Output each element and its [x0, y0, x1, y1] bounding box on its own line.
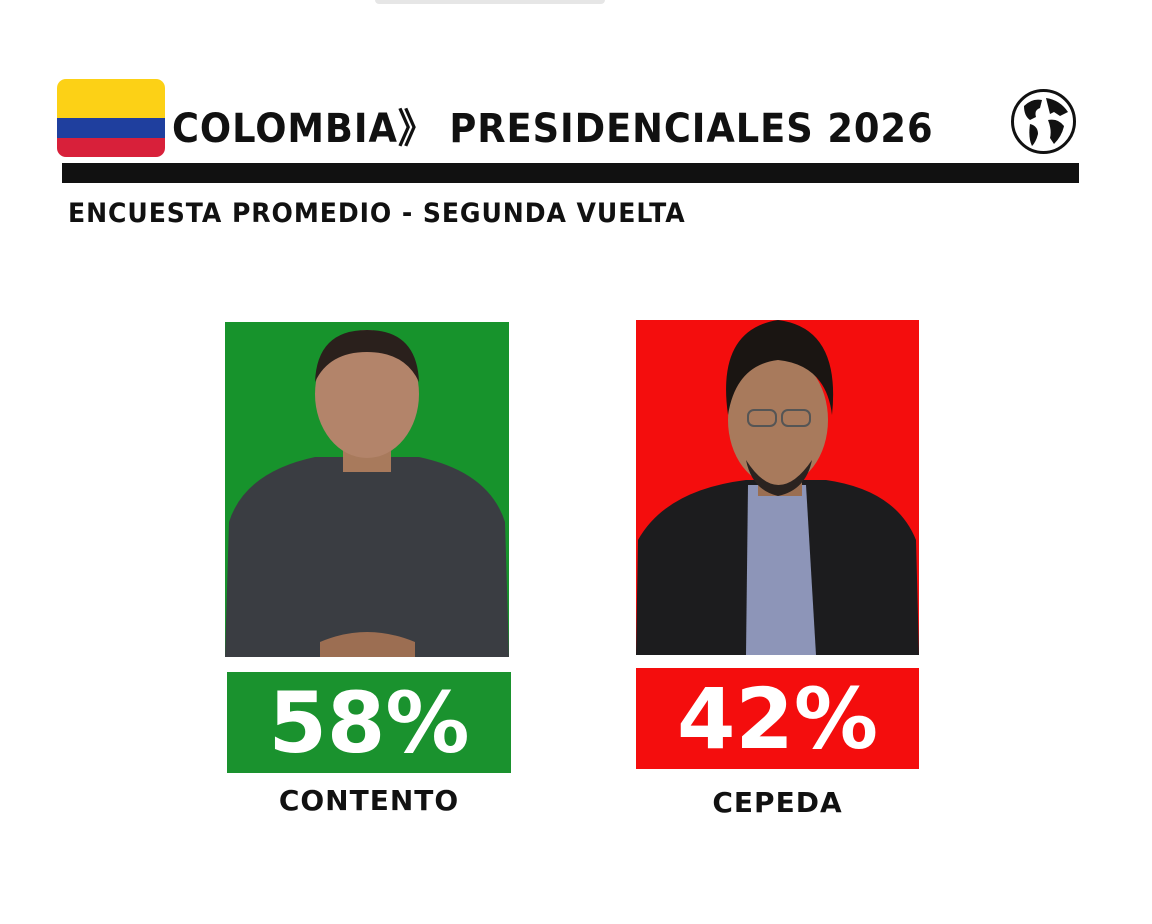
colombia-flag-icon [57, 79, 165, 157]
candidate-name: CONTENTO [278, 784, 460, 817]
subtitle: ENCUESTA PROMEDIO - SEGUNDA VUELTA [68, 198, 686, 229]
page-title: COLOMBIA》 PRESIDENCIALES 2026 [172, 106, 934, 152]
top-edge [375, 0, 605, 4]
percent-value: 42% [676, 669, 879, 768]
candidate-photo-cepeda [636, 320, 919, 655]
globe-icon [1011, 89, 1076, 154]
percent-box-cepeda: 42% [636, 668, 919, 769]
candidate-photo-contento [225, 322, 509, 657]
percent-value: 58% [268, 673, 470, 772]
percent-box-contento: 58% [227, 672, 511, 773]
candidate-name: CEPEDA [712, 786, 843, 819]
header-divider [62, 163, 1079, 183]
